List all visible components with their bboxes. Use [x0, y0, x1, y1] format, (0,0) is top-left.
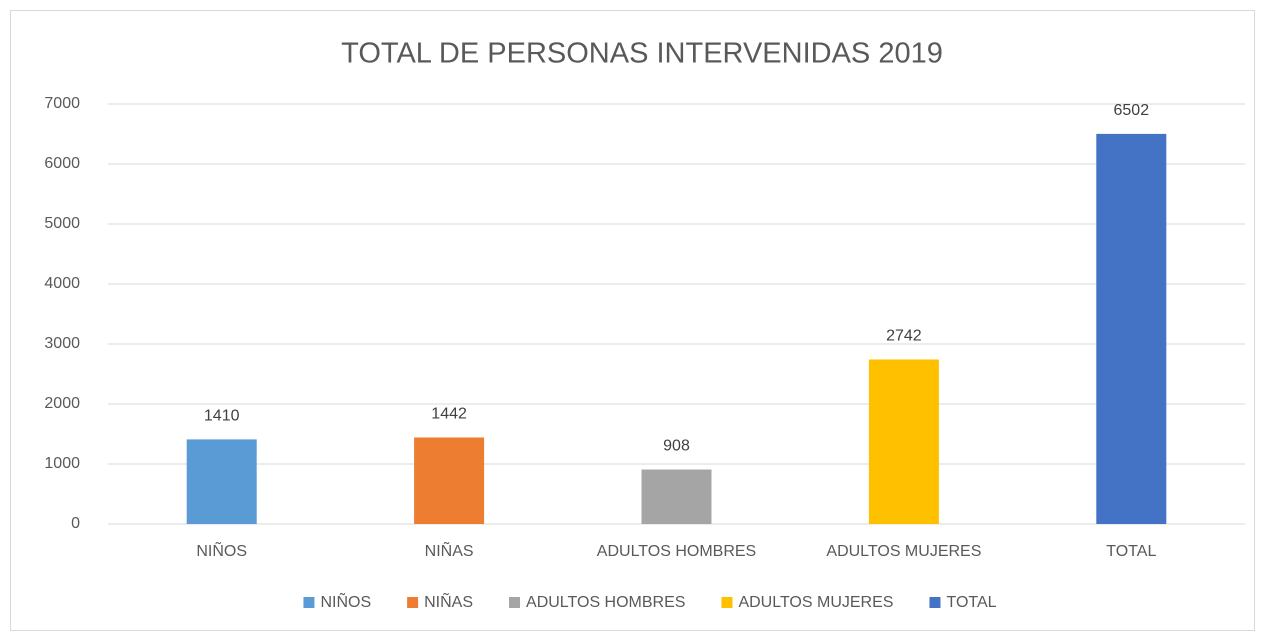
legend-label: TOTAL	[946, 594, 996, 611]
legend-swatch	[721, 597, 733, 608]
x-tick-label: TOTAL	[1106, 543, 1156, 560]
legend-swatch	[407, 597, 419, 608]
y-tick-label: 6000	[44, 155, 80, 172]
legend-swatch	[509, 597, 521, 608]
legend-swatch	[303, 597, 315, 608]
legend-label: ADULTOS HOMBRES	[526, 594, 685, 611]
chart-border	[10, 10, 1255, 631]
data-label: 6502	[1114, 102, 1150, 119]
x-tick-label: ADULTOS MUJERES	[826, 543, 981, 560]
bar	[414, 437, 485, 524]
y-tick-label: 1000	[44, 455, 80, 472]
data-label: 908	[663, 438, 690, 455]
bar	[1096, 133, 1167, 524]
x-tick-label: NIÑOS	[196, 540, 247, 560]
data-label: 2742	[886, 328, 922, 345]
y-tick-label: 2000	[44, 395, 80, 412]
y-tick-label: 5000	[44, 215, 80, 232]
y-tick-label: 7000	[44, 95, 80, 112]
bar	[186, 439, 257, 524]
bar	[868, 359, 939, 524]
bar	[641, 469, 712, 524]
data-label: 1410	[204, 408, 240, 425]
legend-swatch	[929, 597, 941, 608]
legend-label: NIÑAS	[424, 591, 473, 611]
chart-title: TOTAL DE PERSONAS INTERVENIDAS 2019	[341, 38, 943, 70]
y-tick-label: 3000	[44, 335, 80, 352]
data-label: 1442	[431, 406, 467, 423]
y-tick-label: 0	[71, 515, 80, 532]
legend-label: ADULTOS MUJERES	[738, 594, 893, 611]
x-tick-label: NIÑAS	[425, 540, 474, 560]
legend-label: NIÑOS	[320, 591, 371, 611]
y-tick-label: 4000	[44, 275, 80, 292]
x-tick-label: ADULTOS HOMBRES	[597, 543, 756, 560]
